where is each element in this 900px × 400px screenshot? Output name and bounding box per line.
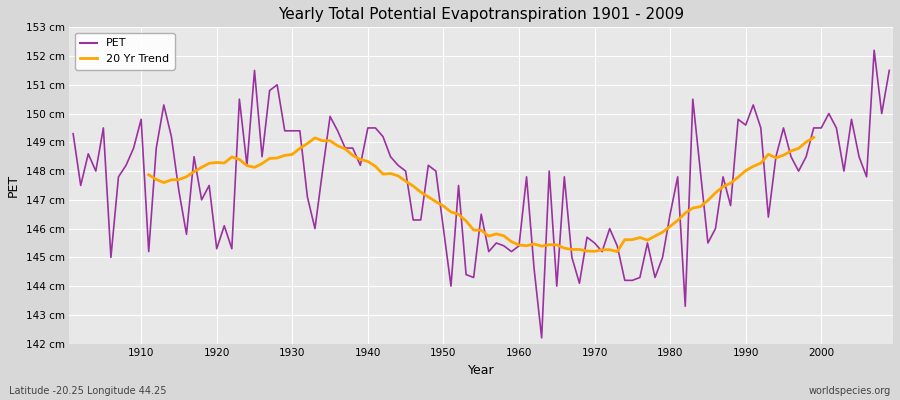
- Y-axis label: PET: PET: [7, 174, 20, 197]
- Title: Yearly Total Potential Evapotranspiration 1901 - 2009: Yearly Total Potential Evapotranspiratio…: [278, 7, 684, 22]
- Legend: PET, 20 Yr Trend: PET, 20 Yr Trend: [75, 33, 175, 70]
- Text: worldspecies.org: worldspecies.org: [809, 386, 891, 396]
- X-axis label: Year: Year: [468, 364, 494, 377]
- Text: Latitude -20.25 Longitude 44.25: Latitude -20.25 Longitude 44.25: [9, 386, 166, 396]
